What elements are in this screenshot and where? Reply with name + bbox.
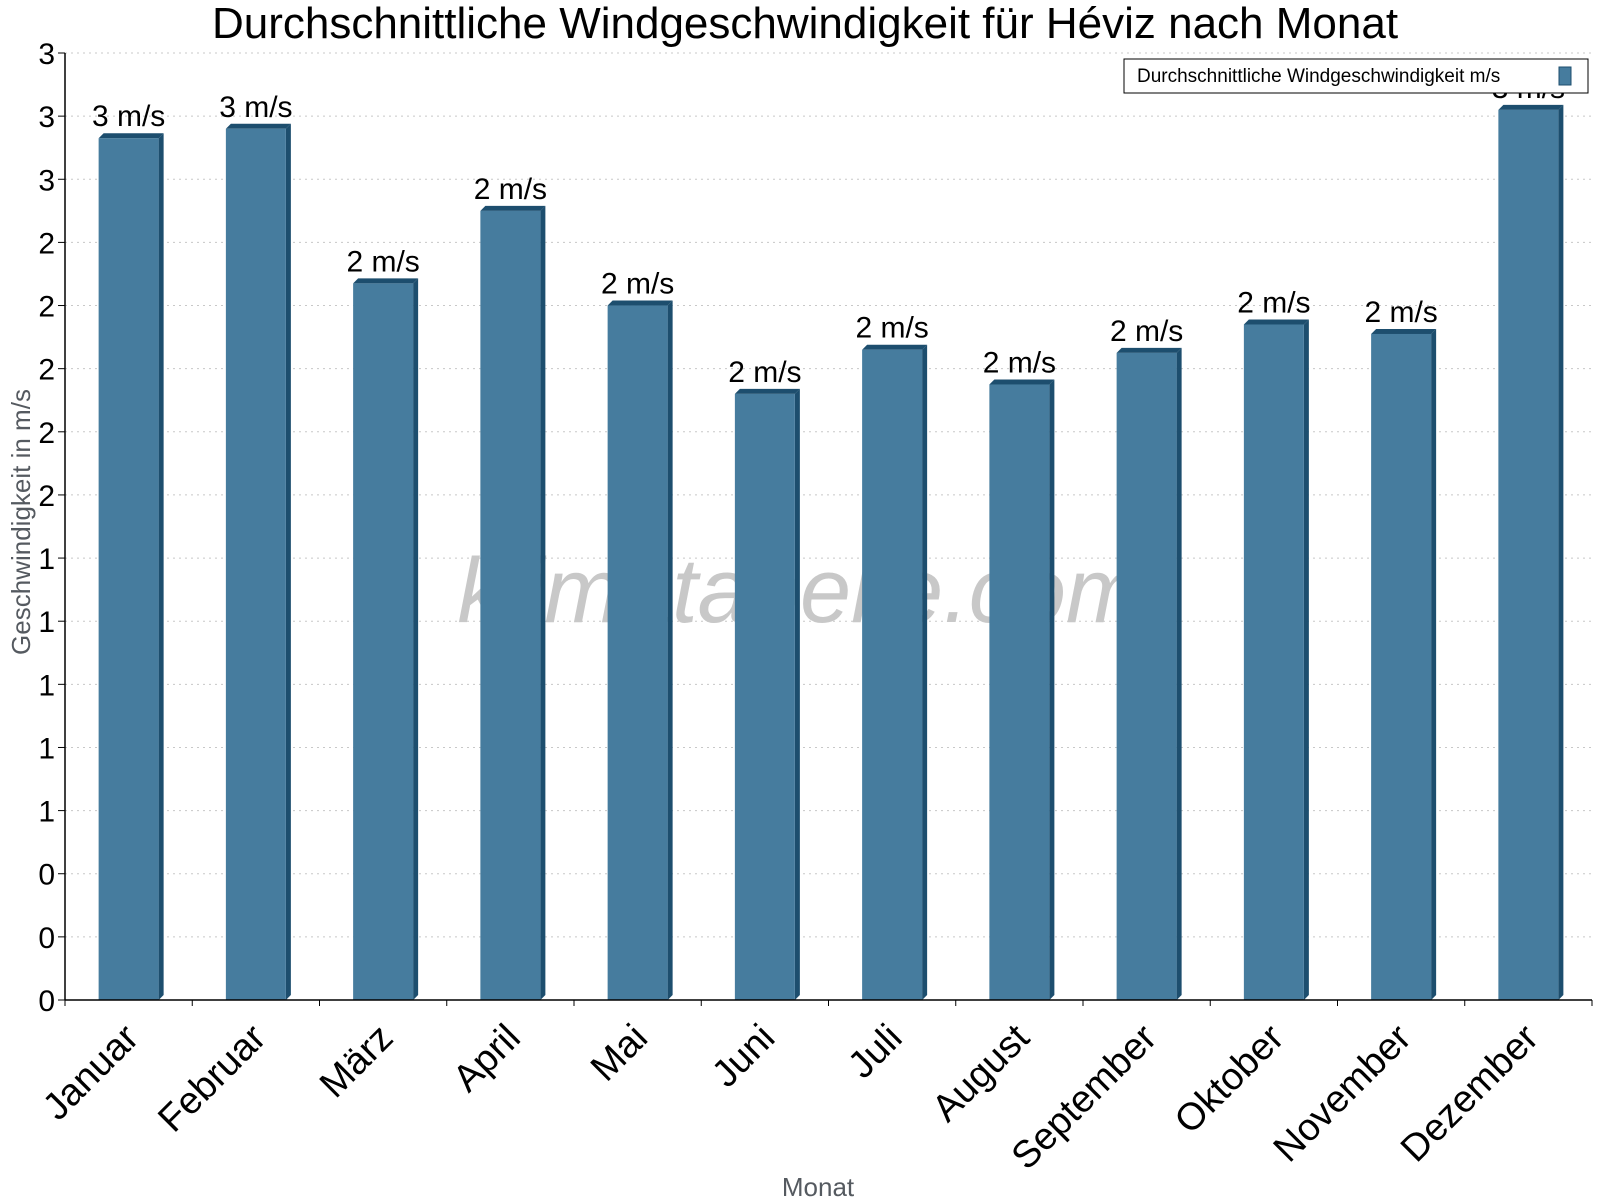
grid-lines: [65, 52, 1592, 938]
bar-top: [98, 133, 164, 139]
data-label: 2 m/s: [346, 245, 419, 278]
x-tick-label: Mai: [583, 1017, 656, 1090]
bar-side: [540, 205, 546, 1001]
bar: [989, 384, 1050, 1000]
y-axis-title: Geschwindigkeit in m/s: [6, 389, 36, 655]
data-labels: 3 m/s 3 m/s 2 m/s 2 m/s 2 m/s 2 m/s 2 m/s 2 m/s…: [92, 72, 1565, 389]
data-label: 2 m/s: [1364, 296, 1437, 329]
bar-side: [413, 278, 419, 1001]
data-label: 2 m/s: [1237, 286, 1310, 319]
bar-top: [862, 344, 928, 350]
y-tick-label: 3: [38, 164, 55, 197]
y-tick-label: 1: [38, 732, 55, 765]
y-tick-label: 2: [38, 417, 55, 450]
bar: [862, 349, 923, 1000]
x-tick-label: August: [924, 1016, 1038, 1130]
axes: [58, 52, 1593, 1006]
x-tick-label: März: [312, 1017, 401, 1106]
bar-side: [1558, 104, 1564, 1000]
bar-side: [1049, 379, 1055, 1000]
y-tick-label: 2: [38, 480, 55, 513]
bars: [98, 104, 1564, 1001]
bar: [225, 128, 286, 1000]
bar: [1371, 333, 1432, 1000]
data-label: 2 m/s: [983, 346, 1056, 379]
bar: [1243, 324, 1304, 1000]
y-tick-label: 0: [38, 985, 55, 1018]
data-label: 3 m/s: [219, 91, 292, 124]
x-tick-labels: Januar Februar März April Mai Juni Juli AugustS…: [35, 1016, 1547, 1177]
bar-top: [1116, 347, 1182, 353]
legend-swatch: [1558, 66, 1572, 86]
y-tick-label: 2: [38, 354, 55, 387]
x-tick-label: Januar: [35, 1016, 147, 1128]
bar: [353, 283, 414, 1001]
x-tick-label: Dezember: [1393, 1016, 1547, 1170]
bar: [480, 210, 541, 1001]
y-tick-label: 1: [38, 606, 55, 639]
x-tick-label: Juli: [840, 1017, 910, 1087]
y-tick-label: 0: [38, 859, 55, 892]
bar-top: [607, 300, 673, 306]
bar-side: [794, 388, 800, 1000]
bar-top: [1243, 319, 1309, 325]
y-tick-label: 1: [38, 543, 55, 576]
legend-label: Durchschnittliche Windgeschwindigkeit m/…: [1137, 66, 1500, 87]
bar: [607, 305, 668, 1000]
bar-top: [480, 205, 546, 211]
y-tick-label: 2: [38, 291, 55, 324]
bar-top: [225, 123, 291, 129]
bar-top: [1498, 104, 1564, 110]
bar-side: [922, 344, 928, 1000]
data-label: 2 m/s: [474, 173, 547, 206]
bar-side: [285, 123, 291, 1000]
data-label: 2 m/s: [855, 312, 928, 345]
legend: Durchschnittliche Windgeschwindigkeit m/…: [1123, 58, 1589, 94]
bar-top: [353, 278, 419, 284]
bar-side: [1176, 347, 1182, 1001]
bar-side: [667, 300, 673, 1000]
y-tick-label: 2: [38, 227, 55, 260]
bar: [734, 393, 795, 1000]
data-label: 2 m/s: [1110, 315, 1183, 348]
data-label: 3 m/s: [92, 100, 165, 133]
y-tick-label: 1: [38, 796, 55, 829]
data-label: 2 m/s: [728, 356, 801, 389]
y-tick-label: 3: [38, 38, 55, 71]
y-tick-labels: 0 0 0 1 1 1 1 1 2 2 2 2 2 3 3 3: [38, 38, 55, 1018]
y-tick-label: 0: [38, 922, 55, 955]
y-tick-label: 3: [38, 101, 55, 134]
bar-side: [1431, 328, 1437, 1000]
x-tick-label: Februar: [150, 1016, 274, 1140]
bar-top: [734, 388, 800, 394]
x-tick-label: Juni: [704, 1017, 783, 1096]
data-label: 2 m/s: [601, 268, 674, 301]
x-axis-title: Monat: [782, 1172, 855, 1200]
bar: [98, 138, 159, 1001]
bar-side: [158, 133, 164, 1001]
bar-top: [989, 379, 1055, 385]
x-tick-label: Oktober: [1167, 1016, 1293, 1142]
bar: [1498, 109, 1559, 1000]
x-tick-label: April: [445, 1017, 528, 1100]
bar-side: [1303, 319, 1309, 1000]
x-tick-label: November: [1266, 1016, 1420, 1170]
bar-top: [1371, 328, 1437, 334]
legend-box: [1123, 58, 1589, 94]
chart-title: Durchschnittliche Windgeschwindigkeit fü…: [212, 0, 1398, 48]
y-tick-label: 1: [38, 669, 55, 702]
bar: [1116, 352, 1177, 1001]
